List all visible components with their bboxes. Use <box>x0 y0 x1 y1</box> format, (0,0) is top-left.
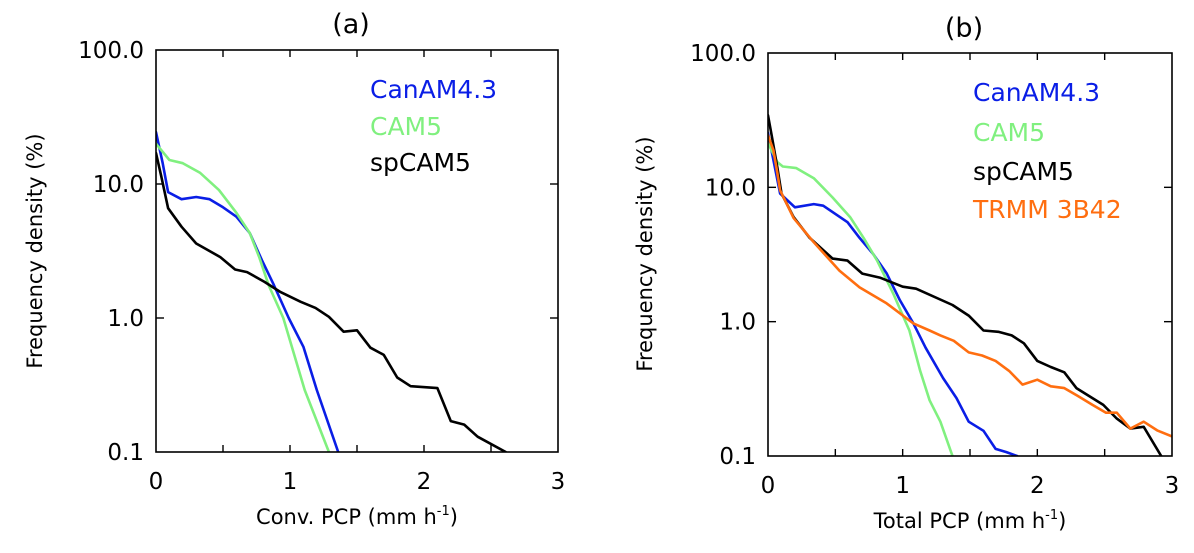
panel-b-legend-canam43: CanAM4.3 <box>973 78 1100 107</box>
panel-a-y-axis-label: Frequency density (%) <box>23 133 47 368</box>
panel-a: (a) Frequency density (%) Conv. PCP (mm … <box>23 9 565 529</box>
series-line-spcam5 <box>156 151 508 452</box>
series-line-spcam5 <box>768 114 1163 456</box>
x-tick-label: 0 <box>761 473 776 499</box>
panel-b-y-axis-label: Frequency density (%) <box>633 136 657 371</box>
x-tick-label: 0 <box>149 469 164 495</box>
x-tick-label: 2 <box>1030 473 1045 499</box>
x-tick-label: 3 <box>1165 473 1180 499</box>
y-tick-label: 10.0 <box>705 175 756 201</box>
panel-a-legend: CanAM4.3 CAM5 spCAM5 <box>370 75 497 177</box>
series-line-cam5 <box>768 141 954 456</box>
panel-b-x-axis-label-main: Total PCP (mm h <box>873 509 1045 533</box>
panel-a-plot-frame <box>155 49 559 453</box>
panel-a-x-axis-label-main: Conv. PCP (mm h <box>256 505 437 529</box>
panel-a-x-axis-label: Conv. PCP (mm h-1) <box>256 504 458 529</box>
y-tick-label: 100.0 <box>78 38 144 64</box>
x-tick-label: 3 <box>551 469 566 495</box>
y-tick-label: 1.0 <box>719 310 756 336</box>
panel-a-legend-spcam5: spCAM5 <box>370 148 471 177</box>
panel-b-ticks: 0 1 2 3 0.1 1.0 10.0 100.0 <box>690 41 1179 499</box>
series-line-canam4-3 <box>768 131 1019 456</box>
series-line-trmm-3b42 <box>768 134 1172 438</box>
panel-b-x-axis-label-sup: -1 <box>1045 508 1058 523</box>
x-tick-label: 1 <box>283 469 298 495</box>
panel-a-title: (a) <box>332 9 370 40</box>
x-tick-label: 2 <box>417 469 432 495</box>
panel-b-plot-frame <box>767 52 1173 457</box>
panel-b-title: (b) <box>945 13 983 44</box>
panel-a-legend-cam5: CAM5 <box>370 112 442 141</box>
panel-a-x-axis-label-end: ) <box>450 505 458 529</box>
panel-a-x-axis-label-sup: -1 <box>437 504 450 519</box>
panel-b-legend-trmm3b42: TRMM 3B42 <box>972 195 1122 224</box>
y-tick-label: 100.0 <box>690 41 756 67</box>
panel-a-ticks: 0 1 2 3 0.1 1.0 10.0 100.0 <box>78 38 565 495</box>
series-line-canam4-3 <box>156 130 340 452</box>
panel-b-legend-spcam5: spCAM5 <box>973 157 1074 186</box>
panel-b-x-axis-label: Total PCP (mm h-1) <box>873 508 1067 533</box>
panel-b-legend-cam5: CAM5 <box>973 118 1045 147</box>
panel-b-series <box>768 114 1172 456</box>
panel-a-legend-canam43: CanAM4.3 <box>370 75 497 104</box>
panel-b-x-axis-label-end: ) <box>1058 509 1066 533</box>
x-tick-label: 1 <box>895 473 910 499</box>
y-tick-label: 10.0 <box>93 172 144 198</box>
panel-b: (b) Frequency density (%) Total PCP (mm … <box>633 13 1179 533</box>
y-tick-label: 1.0 <box>107 306 144 332</box>
y-tick-label: 0.1 <box>719 444 756 470</box>
panel-b-legend: CanAM4.3 CAM5 spCAM5 TRMM 3B42 <box>972 78 1122 224</box>
panel-a-series <box>156 130 508 452</box>
y-tick-label: 0.1 <box>107 440 144 466</box>
series-line-cam5 <box>156 142 331 452</box>
